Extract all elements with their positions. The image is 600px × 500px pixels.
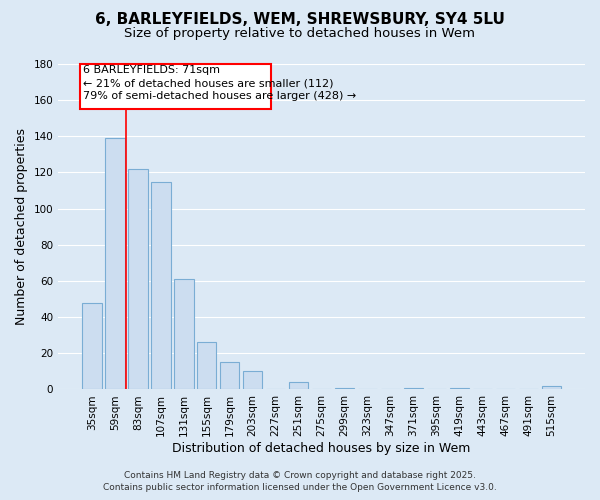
Bar <box>404 388 423 390</box>
Bar <box>82 302 101 390</box>
Bar <box>449 388 469 390</box>
Bar <box>542 386 561 390</box>
Bar <box>105 138 125 390</box>
Bar <box>335 388 355 390</box>
Text: 6 BARLEYFIELDS: 71sqm
← 21% of detached houses are smaller (112)
79% of semi-det: 6 BARLEYFIELDS: 71sqm ← 21% of detached … <box>83 65 356 102</box>
Text: 6, BARLEYFIELDS, WEM, SHREWSBURY, SY4 5LU: 6, BARLEYFIELDS, WEM, SHREWSBURY, SY4 5L… <box>95 12 505 28</box>
Bar <box>197 342 217 390</box>
Bar <box>220 362 239 390</box>
Bar <box>174 279 194 390</box>
Bar <box>128 169 148 390</box>
Text: Contains HM Land Registry data © Crown copyright and database right 2025.
Contai: Contains HM Land Registry data © Crown c… <box>103 471 497 492</box>
Text: Size of property relative to detached houses in Wem: Size of property relative to detached ho… <box>125 28 476 40</box>
Y-axis label: Number of detached properties: Number of detached properties <box>15 128 28 325</box>
Bar <box>243 372 262 390</box>
X-axis label: Distribution of detached houses by size in Wem: Distribution of detached houses by size … <box>172 442 471 455</box>
Bar <box>289 382 308 390</box>
FancyBboxPatch shape <box>80 64 271 109</box>
Bar <box>151 182 170 390</box>
